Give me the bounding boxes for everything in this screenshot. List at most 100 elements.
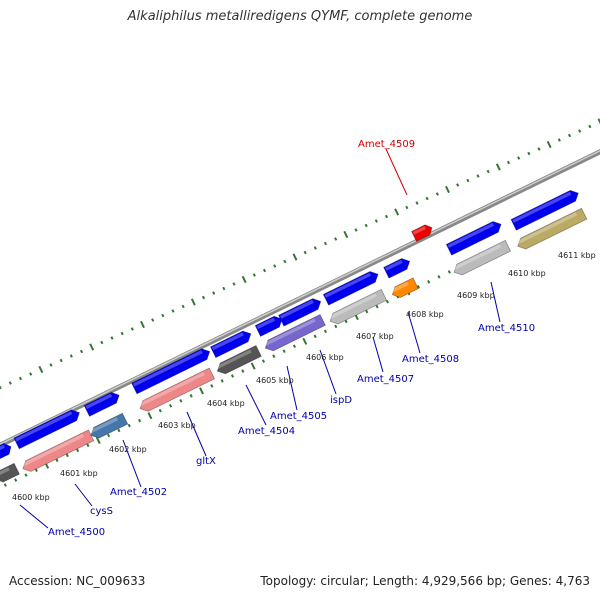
outer-tick bbox=[222, 286, 226, 291]
topology-label: Topology: circular; Length: 4,929,566 bp… bbox=[260, 574, 590, 588]
outer-tick bbox=[486, 169, 490, 174]
leader-line-9 bbox=[490, 281, 501, 323]
gene-forward-b-body bbox=[83, 391, 120, 417]
inner-tick bbox=[344, 319, 348, 324]
gene-reverse-olive-shine bbox=[516, 212, 578, 245]
outer-tick bbox=[313, 246, 317, 250]
gene-reverse-4504 bbox=[216, 344, 262, 375]
inner-tick bbox=[127, 423, 131, 428]
gene-features bbox=[0, 189, 588, 483]
leader-line-5 bbox=[286, 365, 298, 411]
outer-tick bbox=[527, 151, 531, 156]
scale-tick-label: 4604 kbp bbox=[207, 399, 245, 408]
gene-label: Amet_4509 bbox=[358, 139, 415, 150]
outer-tick bbox=[334, 237, 338, 241]
outer-tick bbox=[435, 192, 439, 196]
leader-line-3 bbox=[186, 411, 207, 457]
inner-tick bbox=[76, 448, 80, 453]
gene-label: Amet_4507 bbox=[357, 374, 414, 385]
outer-tick bbox=[38, 365, 44, 374]
inner-tick bbox=[138, 418, 142, 423]
gene-forward-a-body bbox=[13, 409, 80, 450]
gene-forward-b-shine bbox=[85, 393, 113, 409]
outer-tick bbox=[110, 336, 114, 340]
label-leader-lines bbox=[19, 148, 501, 529]
outer-tick bbox=[364, 223, 368, 228]
inner-tick bbox=[24, 473, 28, 477]
gene-reverse-4502-shine bbox=[89, 417, 119, 434]
gene-reverse-left-edge-shine bbox=[0, 467, 10, 478]
outer-tick bbox=[354, 228, 358, 232]
outer-tick bbox=[0, 385, 2, 390]
gene-labels: Amet_4500 cysS Amet_4502 gltX Amet_4504 Amet_… bbox=[48, 139, 535, 538]
outer-tick bbox=[578, 129, 582, 133]
inner-tick bbox=[241, 369, 245, 373]
gene-forward-left-edge-body bbox=[0, 442, 12, 462]
inner-tick bbox=[220, 379, 224, 383]
outer-tick bbox=[140, 320, 145, 329]
gene-forward-e-shine bbox=[256, 317, 276, 329]
outer-tick bbox=[161, 313, 165, 318]
inner-tick bbox=[199, 387, 204, 395]
scale-tick-label: 4606 kbp bbox=[306, 353, 344, 362]
gene-forward-h-body bbox=[383, 258, 411, 279]
outer-tick bbox=[456, 183, 460, 187]
gene-reverse-cysS bbox=[21, 429, 95, 472]
scale-tick-label: 4603 kbp bbox=[158, 421, 196, 430]
gene-label: Amet_4502 bbox=[110, 487, 167, 498]
gene-forward-j bbox=[510, 189, 579, 231]
outer-tick bbox=[303, 250, 307, 255]
outer-tick bbox=[517, 156, 521, 160]
outer-tick bbox=[374, 219, 378, 223]
inner-tick bbox=[282, 349, 286, 354]
outer-tick bbox=[190, 298, 196, 306]
leader-line-8 bbox=[407, 311, 421, 354]
outer-tick bbox=[557, 138, 561, 142]
inner-tick bbox=[147, 412, 153, 420]
gene-highlight-4509-body bbox=[411, 224, 433, 242]
gene-reverse-gltX-body bbox=[139, 367, 216, 412]
inner-tick bbox=[385, 299, 389, 304]
inner-tick bbox=[65, 453, 69, 458]
outer-tick bbox=[323, 241, 328, 246]
gene-reverse-4502 bbox=[89, 412, 129, 439]
gene-reverse-4510-body bbox=[453, 239, 512, 276]
outer-tick bbox=[201, 295, 206, 300]
gene-label: cysS bbox=[90, 506, 113, 517]
outer-tick bbox=[8, 381, 12, 385]
gene-reverse-4508-body bbox=[391, 277, 419, 298]
gene-forward-b bbox=[83, 391, 120, 417]
inner-tick bbox=[313, 334, 317, 339]
inner-tick bbox=[179, 398, 183, 403]
gene-label: ispD bbox=[330, 395, 352, 406]
scale-tick-label: 4607 kbp bbox=[356, 332, 394, 341]
inner-tick bbox=[323, 329, 327, 334]
outer-tick bbox=[181, 304, 185, 309]
gene-forward-e bbox=[254, 315, 283, 337]
inner-tick bbox=[302, 337, 308, 345]
outer-tick bbox=[241, 275, 247, 284]
outer-tick bbox=[59, 358, 63, 363]
outer-tick bbox=[425, 196, 429, 201]
gene-label: Amet_4508 bbox=[402, 354, 459, 365]
outer-tick bbox=[445, 185, 450, 194]
gene-forward-i bbox=[445, 221, 502, 256]
gene-reverse-olive bbox=[516, 207, 588, 250]
outer-tick bbox=[384, 214, 389, 219]
outer-tick bbox=[394, 208, 400, 216]
gene-reverse-4510-shine bbox=[452, 244, 501, 271]
gene-forward-left-edge-shine bbox=[0, 444, 5, 454]
scale-tick-label: 4610 kbp bbox=[508, 269, 546, 278]
gene-reverse-4510 bbox=[452, 239, 512, 276]
gene-label: Amet_4500 bbox=[48, 527, 105, 538]
inner-tick bbox=[210, 384, 214, 388]
scale-tick-labels: 4600 kbp 4601 kbp 4602 kbp 4603 kbp 4604 kbp… bbox=[12, 251, 596, 502]
gene-forward-f-body bbox=[278, 298, 322, 327]
gene-reverse-cysS-body bbox=[22, 429, 95, 472]
outer-tick bbox=[29, 372, 33, 376]
gene-reverse-olive-body bbox=[517, 207, 588, 250]
gene-forward-c bbox=[131, 348, 211, 395]
inner-tick bbox=[272, 354, 276, 358]
outer-tick bbox=[232, 282, 236, 286]
gene-reverse-left-edge-body bbox=[0, 462, 20, 483]
